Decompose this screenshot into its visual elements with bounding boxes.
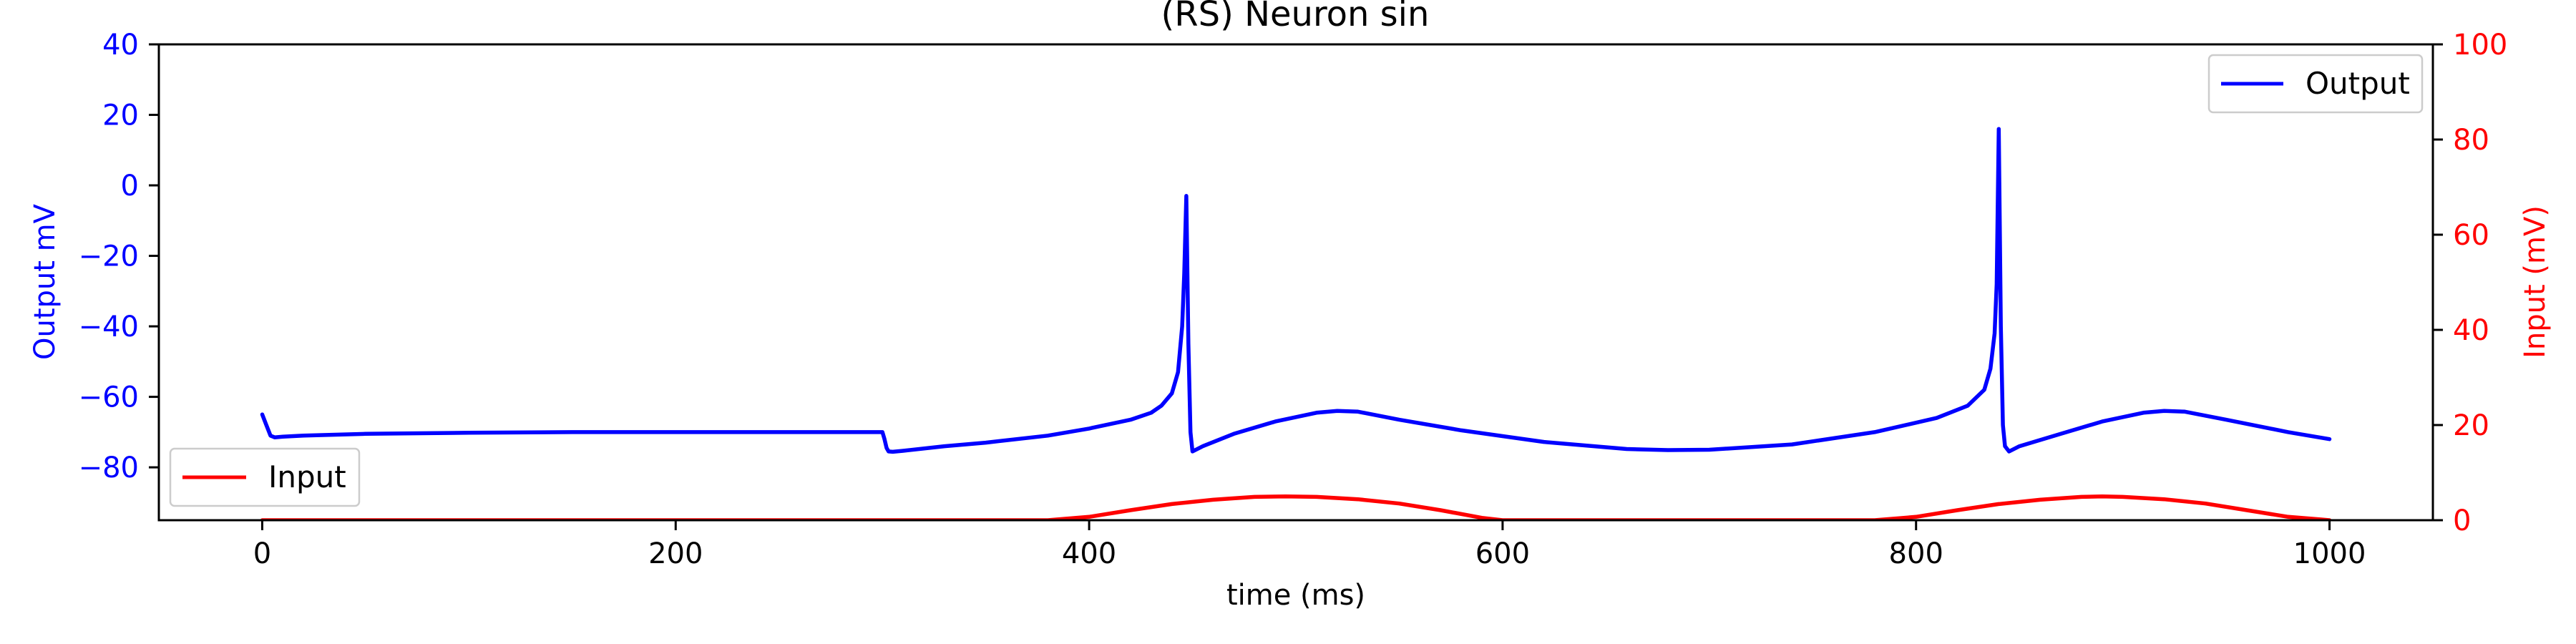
y-right-tick-label: 40 xyxy=(2453,314,2489,347)
legend-input-box xyxy=(169,447,361,507)
legend-output-box xyxy=(2207,54,2424,114)
x-axis-label: time (ms) xyxy=(1226,579,1365,612)
y-left-tick-label: 40 xyxy=(102,29,139,62)
chart-title: (RS) Neuron sin xyxy=(1161,0,1430,34)
y-left-tick-label: 20 xyxy=(102,99,139,132)
x-tick-label: 800 xyxy=(1889,537,1943,570)
series-line-input xyxy=(260,494,2332,520)
y-left-tick-label: −60 xyxy=(79,381,139,414)
y-left-tick-label: 0 xyxy=(121,170,139,203)
plot-frame xyxy=(157,43,2434,522)
y-left-tick-label: −80 xyxy=(79,452,139,484)
x-axis: 0 200 400 600 800 1000 xyxy=(253,520,2366,570)
x-tick-label: 0 xyxy=(253,537,271,570)
x-tick-label: 600 xyxy=(1475,537,1530,570)
y-axis-left-label: Output mV xyxy=(29,203,62,360)
x-tick-label: 1000 xyxy=(2293,537,2366,570)
legend-output: Output xyxy=(2207,54,2424,114)
x-tick-label: 400 xyxy=(1062,537,1116,570)
legend-input: Input xyxy=(169,447,361,507)
y-left-tick-label: −40 xyxy=(79,311,139,343)
legend-input-label: Input xyxy=(268,459,346,494)
y-axis-left: −80 −60 −40 −20 0 20 40 xyxy=(79,29,159,484)
series-line-output xyxy=(260,127,2332,454)
x-tick-label: 200 xyxy=(648,537,703,570)
y-right-tick-label: 80 xyxy=(2453,124,2489,157)
y-right-tick-label: 100 xyxy=(2453,29,2507,62)
y-right-tick-label: 20 xyxy=(2453,409,2489,442)
y-left-tick-label: −20 xyxy=(79,240,139,273)
y-axis-right-label: Input (mV) xyxy=(2519,205,2552,358)
y-right-tick-label: 60 xyxy=(2453,219,2489,252)
y-axis-right: 0 20 40 60 80 100 xyxy=(2433,29,2507,537)
y-right-tick-label: 0 xyxy=(2453,504,2471,537)
legend-output-label: Output xyxy=(2306,66,2410,101)
